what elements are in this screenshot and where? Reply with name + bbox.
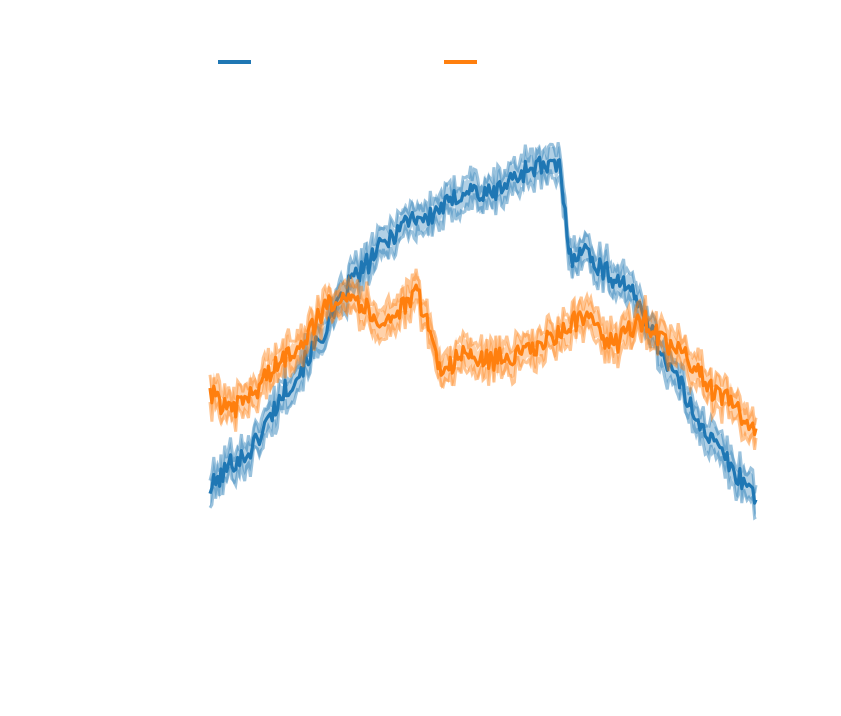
series-1-band-edge — [208, 169, 757, 521]
series-2-band-edge — [208, 298, 758, 450]
series-1-line — [208, 155, 758, 505]
plot-area — [208, 142, 758, 521]
series-2-line — [208, 283, 758, 437]
